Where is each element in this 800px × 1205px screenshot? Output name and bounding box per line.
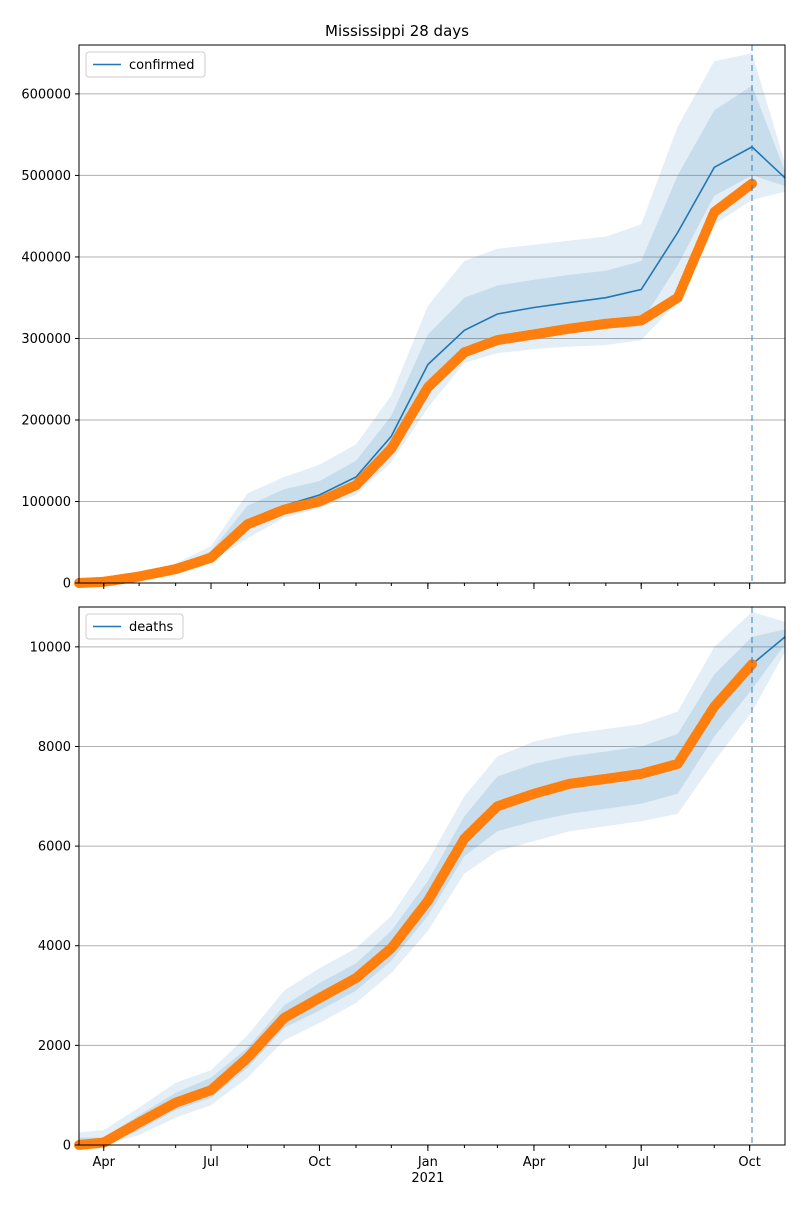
legend: confirmed	[85, 51, 206, 78]
x-tick-label: Apr	[93, 1155, 116, 1170]
x-tick-label: Jul	[632, 1155, 649, 1170]
y-tick-label: 600000	[21, 87, 71, 102]
observed-points	[74, 178, 757, 588]
y-tick-label: 2000	[38, 1039, 71, 1054]
outer-uncertainty-band	[79, 612, 785, 1145]
y-tick-label: 400000	[21, 250, 71, 265]
legend-box	[85, 51, 206, 78]
legend: deaths	[85, 613, 184, 640]
plot-frame	[78, 606, 786, 1146]
observed-point	[747, 659, 757, 670]
legend-box	[85, 613, 184, 640]
y-tick-label: 0	[63, 577, 71, 592]
inner-uncertainty-band	[79, 85, 785, 584]
x-tick-label: Jul	[202, 1155, 219, 1170]
x-tick-label: Apr	[523, 1155, 546, 1170]
y-tick-label: 4000	[38, 939, 71, 954]
y-tick-label: 6000	[38, 840, 71, 855]
outer-uncertainty-band	[79, 53, 785, 583]
observed-point	[747, 178, 757, 189]
y-tick-label: 10000	[30, 640, 71, 655]
plot-frame	[78, 44, 786, 584]
y-tick-label: 500000	[21, 169, 71, 184]
figure-title: Mississippi 28 days	[325, 22, 469, 40]
x-tick-label: Oct	[738, 1155, 760, 1170]
y-tick-label: 300000	[21, 332, 71, 347]
legend-label: deaths	[129, 620, 174, 635]
x-tick-label: Jan	[417, 1155, 438, 1170]
y-tick-label: 200000	[21, 413, 71, 428]
observed-points	[74, 659, 757, 1150]
y-tick-label: 100000	[21, 495, 71, 510]
legend-label: confirmed	[129, 58, 195, 73]
confirmed-panel: 0 100000 200000 300000 400000 500000 600000 con…	[21, 44, 786, 592]
y-tick-label: 0	[63, 1139, 71, 1154]
y-tick-label: 8000	[38, 740, 71, 755]
x-tick-year-label: 2021	[411, 1171, 444, 1186]
x-tick-label: Oct	[308, 1155, 330, 1170]
